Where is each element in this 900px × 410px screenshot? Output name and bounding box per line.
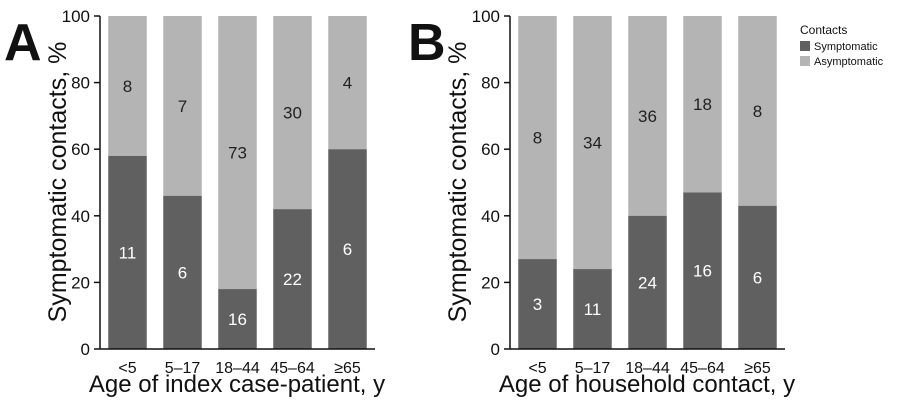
- panel-a-y-tick-label: 60: [71, 140, 90, 159]
- bar-label-asymptomatic: 36: [638, 107, 657, 126]
- panel-b-y-tick-label: 100: [472, 7, 500, 26]
- panel-b-y-tick-label: 0: [491, 340, 500, 359]
- bar-symptomatic: [273, 209, 312, 349]
- bar-symptomatic: [328, 149, 367, 349]
- panel-b-letter: B: [408, 14, 446, 72]
- panel-a-y-tick-label: 20: [71, 273, 90, 292]
- panel-b-x-tick-label: 18–44: [625, 360, 670, 377]
- panel-b-x-tick-label: <5: [528, 360, 546, 377]
- panel-b-y-tick-label: 60: [481, 140, 500, 159]
- bar-asymptomatic: [738, 16, 777, 206]
- panel-a-y-tick-label: 80: [71, 74, 90, 93]
- bar-symptomatic: [628, 215, 667, 349]
- legend-label-asymptomatic: Asymptomatic: [814, 56, 884, 68]
- bar-asymptomatic: [273, 16, 312, 210]
- panel-a-letter: A: [4, 14, 42, 72]
- panel-a-plot: 0 20 40 60 80 100 11 8 <5 6 7 5–17 16 73 18–44 22 30 45–6…: [62, 7, 375, 377]
- panel-b-ylabel: Symptomatic contacts, %: [444, 42, 472, 323]
- legend-label-symptomatic: Symptomatic: [814, 41, 878, 53]
- panel-a: A Symptomatic contacts, % 0 20 40 60 80 100 11…: [4, 7, 385, 398]
- bar-asymptomatic: [163, 16, 202, 196]
- legend-swatch-asymptomatic: [800, 56, 810, 66]
- bar-label-symptomatic: 16: [693, 262, 712, 281]
- panel-b-y-tick-label: 20: [481, 273, 500, 292]
- panel-b-x-tick-label: 5–17: [575, 360, 611, 377]
- bar-label-symptomatic: 6: [178, 263, 187, 282]
- panel-a-x-tick-label: <5: [118, 360, 136, 377]
- panel-b-xlabel: Age of household contact, y: [499, 371, 795, 398]
- bar-asymptomatic: [628, 16, 667, 216]
- bar-label-symptomatic: 3: [533, 295, 542, 314]
- bar-label-asymptomatic: 8: [753, 102, 762, 121]
- panel-b: B Symptomatic contacts, % 0 20 40 60 80 100 3 8…: [408, 7, 795, 398]
- bar-symptomatic: [573, 269, 612, 349]
- bar-label-asymptomatic: 34: [583, 134, 602, 153]
- bar-asymptomatic: [218, 16, 257, 290]
- panel-a-x-tick-label: 18–44: [215, 360, 260, 377]
- panel-a-x-tick-label: ≥65: [334, 360, 361, 377]
- bar-label-asymptomatic: 18: [693, 95, 712, 114]
- panel-a-x-tick-label: 5–17: [165, 360, 201, 377]
- legend: Contacts Symptomatic Asymptomatic: [800, 23, 884, 68]
- bar-asymptomatic: [108, 16, 147, 156]
- panel-a-y-tick-label: 100: [62, 7, 90, 26]
- bar-label-asymptomatic: 8: [123, 77, 132, 96]
- bar-label-asymptomatic: 73: [228, 144, 247, 163]
- panel-b-y-tick-label: 80: [481, 74, 500, 93]
- bar-label-symptomatic: 22: [283, 270, 302, 289]
- panel-b-x-tick-label: ≥65: [744, 360, 771, 377]
- bar-label-asymptomatic: 7: [178, 97, 187, 116]
- bar-label-symptomatic: 24: [638, 273, 657, 292]
- bar-symptomatic: [218, 289, 257, 349]
- bar-label-symptomatic: 6: [753, 268, 762, 287]
- bar-asymptomatic: [328, 16, 367, 150]
- bar-symptomatic: [518, 259, 557, 349]
- bar-asymptomatic: [573, 16, 612, 270]
- bar-label-symptomatic: 6: [343, 240, 352, 259]
- bar-label-symptomatic: 11: [584, 300, 602, 319]
- bar-label-asymptomatic: 8: [533, 129, 542, 148]
- bar-label-asymptomatic: 4: [343, 74, 352, 93]
- bar-asymptomatic: [683, 16, 722, 193]
- legend-title: Contacts: [800, 23, 847, 37]
- panel-a-y-tick-label: 40: [71, 207, 90, 226]
- bar-symptomatic: [683, 192, 722, 349]
- panel-b-plot: 0 20 40 60 80 100 3 8 <5 11 34 5–17 24 36 18–44 16 18 45–…: [472, 7, 785, 377]
- bar-asymptomatic: [518, 16, 557, 260]
- panel-a-x-tick-label: 45–64: [270, 360, 315, 377]
- panel-a-ylabel: Symptomatic contacts, %: [44, 42, 72, 323]
- panel-a-y-tick-label: 0: [81, 340, 90, 359]
- bar-symptomatic: [108, 155, 147, 349]
- panel-b-y-tick-label: 40: [481, 207, 500, 226]
- bar-symptomatic: [738, 205, 777, 349]
- bar-symptomatic: [163, 195, 202, 349]
- panel-b-x-tick-label: 45–64: [680, 360, 725, 377]
- bar-label-symptomatic: 11: [119, 243, 137, 262]
- panel-a-xlabel: Age of index case-patient, y: [89, 371, 385, 398]
- bar-label-symptomatic: 16: [228, 310, 247, 329]
- legend-swatch-symptomatic: [800, 41, 810, 51]
- bar-label-asymptomatic: 30: [283, 104, 302, 123]
